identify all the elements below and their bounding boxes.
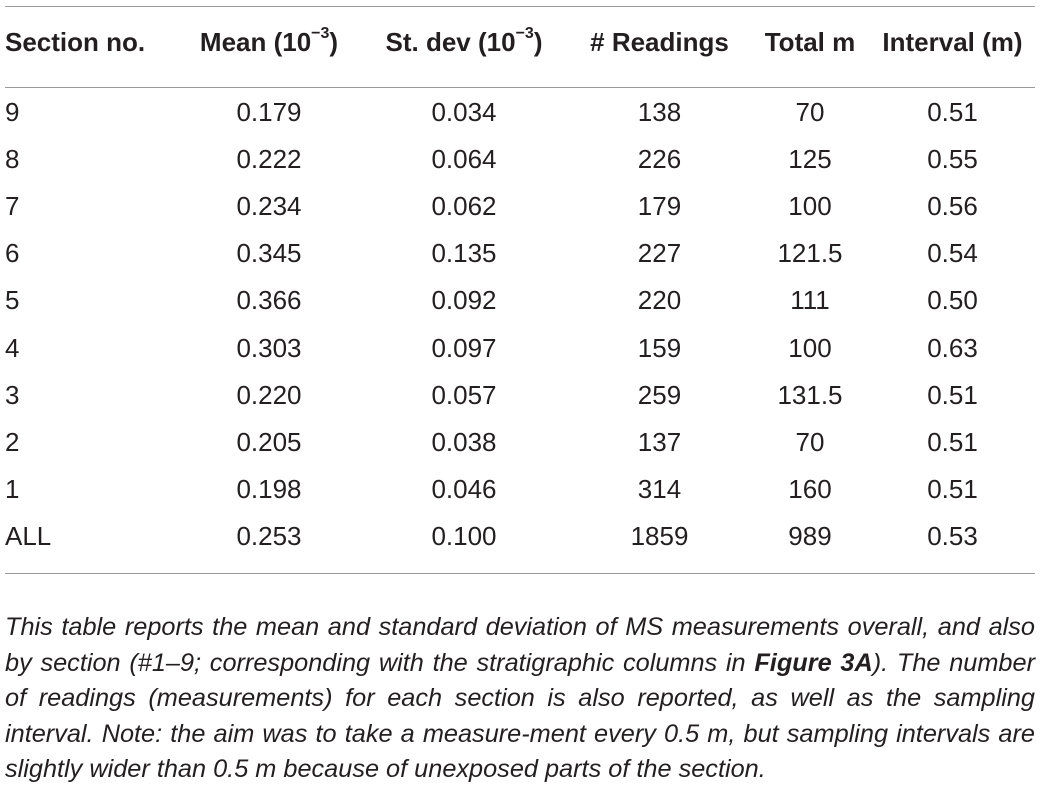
cell-interval: 0.51 [927, 473, 978, 504]
cell-interval: 0.63 [927, 332, 978, 363]
cell-total-m: 70 [795, 97, 825, 128]
cell-section-no: 4 [5, 332, 20, 363]
cell-readings: 1859 [630, 520, 689, 551]
cell-section-no: 3 [5, 379, 20, 410]
cell-mean: 0.179 [236, 97, 302, 128]
cell-mean: 0.220 [236, 379, 302, 410]
cell-section-no: 7 [5, 191, 20, 222]
table-row: 4 0.303 0.097 159 100 0.63 [5, 324, 1035, 371]
table-row: ALL 0.253 0.100 1859 989 0.53 [5, 513, 1035, 560]
cell-section-no: 6 [5, 238, 20, 269]
header-rule [5, 87, 1035, 88]
cell-section-no: 5 [5, 285, 20, 316]
header-st-dev: St. dev (10−3) [385, 24, 543, 57]
cell-st-dev: 0.135 [431, 238, 497, 269]
cell-interval: 0.53 [927, 520, 978, 551]
cell-st-dev: 0.062 [431, 191, 497, 222]
figure-reference: Figure 3A [754, 648, 873, 677]
cell-st-dev: 0.064 [431, 144, 497, 175]
cell-interval: 0.51 [927, 379, 978, 410]
cell-st-dev: 0.092 [431, 285, 497, 316]
table-footnote: This table reports the mean and standard… [5, 610, 1035, 788]
footnote-text-after: ). The number of readings (measurements)… [5, 648, 1035, 784]
cell-st-dev: 0.046 [431, 473, 497, 504]
cell-mean: 0.253 [236, 520, 302, 551]
cell-st-dev: 0.034 [431, 97, 497, 128]
table-body: 9 0.179 0.034 138 70 0.51 8 0.222 0.064 226 125 0.5… [5, 67, 1035, 560]
cell-st-dev: 0.097 [431, 332, 497, 363]
cell-mean: 0.303 [236, 332, 302, 363]
cell-readings: 137 [637, 426, 682, 457]
table-row: 5 0.366 0.092 220 111 0.50 [5, 277, 1035, 324]
cell-readings: 259 [637, 379, 682, 410]
cell-mean: 0.345 [236, 238, 302, 269]
cell-readings: 179 [637, 191, 682, 222]
cell-st-dev: 0.038 [431, 426, 497, 457]
cell-readings: 138 [637, 97, 682, 128]
header-mean: Mean (10−3) [199, 24, 339, 57]
top-rule [5, 6, 1035, 7]
cell-mean: 0.234 [236, 191, 302, 222]
cell-interval: 0.51 [927, 426, 978, 457]
cell-total-m: 125 [788, 144, 832, 175]
cell-readings: 314 [637, 473, 682, 504]
cell-mean: 0.366 [236, 285, 302, 316]
cell-total-m: 160 [788, 473, 832, 504]
cell-readings: 227 [637, 238, 682, 269]
cell-section-no: 9 [5, 97, 20, 128]
header-interval: Interval (m) [882, 26, 1023, 57]
cell-mean: 0.198 [236, 473, 302, 504]
table-row: 2 0.205 0.038 137 70 0.51 [5, 419, 1035, 466]
cell-section-no: 1 [5, 473, 20, 504]
cell-interval: 0.51 [927, 97, 978, 128]
cell-total-m: 100 [788, 191, 832, 222]
footnote-text-before: This table reports the mean and standard… [5, 613, 1035, 677]
cell-section-no: 2 [5, 426, 20, 457]
cell-total-m: 100 [788, 332, 832, 363]
table-row: 7 0.234 0.062 179 100 0.56 [5, 183, 1035, 230]
cell-readings: 226 [637, 144, 682, 175]
header-readings: # Readings [590, 26, 729, 57]
table-row: 8 0.222 0.064 226 125 0.55 [5, 136, 1035, 183]
cell-readings: 220 [637, 285, 682, 316]
cell-total-m: 989 [788, 520, 832, 551]
cell-st-dev: 0.057 [431, 379, 497, 410]
bottom-rule [5, 573, 1035, 574]
cell-mean: 0.205 [236, 426, 302, 457]
cell-total-m: 111 [790, 285, 830, 316]
header-row: Section no. Mean (10−3) St. dev (10−3) #… [5, 17, 1035, 67]
data-table: Section no. Mean (10−3) St. dev (10−3) #… [5, 17, 1035, 560]
table-row: 1 0.198 0.046 314 160 0.51 [5, 466, 1035, 513]
cell-section-no: ALL [5, 520, 52, 551]
header-total-m: Total m [764, 26, 856, 57]
cell-readings: 159 [637, 332, 682, 363]
table-row: 3 0.220 0.057 259 131.5 0.51 [5, 372, 1035, 419]
cell-total-m: 121.5 [777, 238, 843, 269]
cell-mean: 0.222 [236, 144, 302, 175]
cell-interval: 0.50 [927, 285, 978, 316]
cell-total-m: 131.5 [777, 379, 843, 410]
cell-interval: 0.56 [927, 191, 978, 222]
cell-interval: 0.54 [927, 238, 978, 269]
cell-st-dev: 0.100 [431, 520, 497, 551]
cell-section-no: 8 [5, 144, 20, 175]
header-section-no: Section no. [5, 26, 146, 57]
table-row: 6 0.345 0.135 227 121.5 0.54 [5, 230, 1035, 277]
table-row: 9 0.179 0.034 138 70 0.51 [5, 67, 1035, 136]
cell-total-m: 70 [795, 426, 825, 457]
cell-interval: 0.55 [927, 144, 978, 175]
